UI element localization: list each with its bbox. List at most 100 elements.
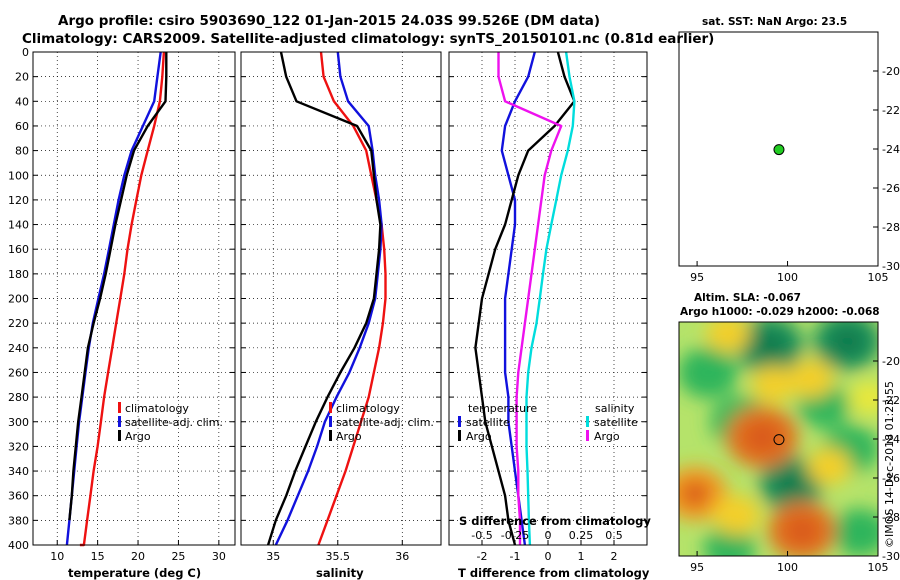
y-tick-label: -28 (882, 221, 900, 234)
series-line-argo (68, 52, 168, 521)
x-tick-label: 15 (91, 550, 105, 563)
depth-tick-label: 220 (8, 317, 29, 330)
depth-tick-label: 180 (8, 268, 29, 281)
y-tick-label: -30 (882, 550, 900, 563)
depth-tick-label: 160 (8, 243, 29, 256)
sla-map-title-1: Altim. SLA: -0.067 (694, 292, 801, 304)
depth-tick-label: 260 (8, 366, 29, 379)
depth-tick-label: 240 (8, 342, 29, 355)
title-line-2: Climatology: CARS2009. Satellite-adjuste… (22, 31, 714, 47)
legend-label-climatology: climatology (125, 402, 189, 415)
anomaly-blob (679, 347, 738, 399)
x-tick-label: 100 (777, 561, 798, 574)
legend-swatch-argo (118, 430, 121, 441)
depth-tick-label: 0 (22, 46, 29, 59)
legend-label-sal-argo: Argo (594, 430, 620, 443)
x-tick-label: 0 (545, 550, 552, 563)
heatmap-blobs (679, 322, 878, 556)
y-tick-label: -22 (882, 394, 900, 407)
depth-tick-label: 200 (8, 293, 29, 306)
series-line-climatology (317, 51, 387, 546)
anomaly-core (746, 423, 779, 451)
secondary-x-tick-label: 0.5 (605, 529, 623, 542)
temperature-xlabel: temperature (deg C) (68, 566, 201, 580)
legend-swatch-satellite-adj (118, 416, 121, 427)
x-tick-label: 10 (50, 550, 64, 563)
x-tick-label: 35 (266, 550, 280, 563)
legend-swatch-satellite-adj (329, 416, 332, 427)
y-tick-label: -22 (882, 104, 900, 117)
anomaly-core (776, 471, 806, 497)
depth-tick-label: 60 (15, 120, 29, 133)
x-tick-label: 20 (131, 550, 145, 563)
x-tick-label: 105 (868, 561, 889, 574)
legend-label-argo: Argo (336, 430, 362, 443)
secondary-x-tick-label: 0.25 (569, 529, 594, 542)
y-tick-label: -24 (882, 143, 900, 156)
sst-map-title: sat. SST: NaN Argo: 23.5 (702, 16, 847, 28)
series-line-climatology (79, 51, 166, 547)
depth-tick-label: 80 (15, 145, 29, 158)
legend-swatch-temp-argo (458, 430, 461, 441)
depth-tick-label: 340 (8, 465, 29, 478)
depth-tick-label: 120 (8, 194, 29, 207)
legend-swatch-sal-satellite (586, 416, 589, 427)
anomaly-core (680, 481, 710, 506)
depth-tick-label: 400 (8, 539, 29, 552)
secondary-x-tick-label: -0.5 (471, 529, 492, 542)
y-tick-label: -30 (882, 260, 900, 273)
y-tick-label: -28 (882, 511, 900, 524)
difference-xlabel: T difference from climatology (458, 566, 650, 580)
secondary-x-tick-label: 0 (545, 529, 552, 542)
x-tick-label: 35.5 (326, 550, 351, 563)
heatmap-field (679, 322, 878, 556)
legend-label-satellite-adj: satellite-adj. clim. (336, 416, 434, 429)
difference-legend: temperature satellite Argo salinity sate… (458, 402, 638, 443)
argo-location-marker (773, 434, 785, 446)
y-tick-label: -20 (882, 355, 900, 368)
depth-axis-labels: 0 20 40 60 80 100 120 140 160 180 200 220 240 260 280 3… (8, 46, 29, 552)
x-tick-label: -1 (510, 550, 521, 563)
anomaly-core (754, 332, 785, 359)
legend-label-satellite-adj: satellite-adj. clim. (125, 416, 223, 429)
y-tick-label: -26 (882, 182, 900, 195)
legend-label-climatology: climatology (336, 402, 400, 415)
series-line-salinity-satellite (525, 51, 576, 546)
legend-title-temperature: temperature (468, 402, 537, 415)
x-tick-label: 2 (611, 550, 618, 563)
title-line-1: Argo profile: csiro 5903690_122 01-Jan-2… (58, 13, 600, 29)
panel-frame (240, 51, 442, 546)
depth-tick-label: 300 (8, 416, 29, 429)
depth-tick-label: 40 (15, 95, 29, 108)
salinity-panel: 35 35.5 36 (240, 51, 442, 563)
series-line-satellite-adj-clim- (274, 51, 383, 546)
depth-tick-label: 100 (8, 169, 29, 182)
secondary-x-tick-label: -0.25 (501, 529, 529, 542)
legend-label-temp-argo: Argo (466, 430, 492, 443)
anomaly-blob (712, 494, 761, 536)
legend-label-temp-satellite: satellite (466, 416, 510, 429)
sla-map-title-2: Argo h1000: -0.029 h2000: -0.068 (680, 306, 880, 318)
x-tick-label: 36 (395, 550, 409, 563)
x-tick-label: 95 (690, 561, 704, 574)
legend-swatch-climatology (329, 402, 332, 413)
difference-secondary-xlabel: S difference from climatology (459, 514, 651, 528)
depth-tick-label: 380 (8, 514, 29, 527)
anomaly-core (831, 328, 863, 355)
anomaly-blob (705, 322, 750, 353)
legend-label-sal-satellite: satellite (594, 416, 638, 429)
salinity-xlabel: salinity (316, 566, 364, 580)
temperature-legend: climatology satellite-adj. clim. Argo (118, 402, 223, 443)
imos-watermark: ©IMOS 14-Dec-2018 01:23:55 (883, 381, 896, 548)
anomaly-blob (848, 381, 878, 416)
y-tick-label: -26 (882, 472, 900, 485)
sst-map-panel: 95 100 105 -20 -22 -24 -26 -28 -30 (678, 31, 900, 284)
legend-label-argo: Argo (125, 430, 151, 443)
x-tick-label: 100 (777, 271, 798, 284)
depth-tick-label: 360 (8, 490, 29, 503)
salinity-legend: climatology satellite-adj. clim. Argo (329, 402, 434, 443)
legend-swatch-temp-satellite (458, 416, 461, 427)
legend-swatch-sal-argo (586, 430, 589, 441)
map-frame (678, 31, 879, 267)
depth-tick-label: 280 (8, 391, 29, 404)
